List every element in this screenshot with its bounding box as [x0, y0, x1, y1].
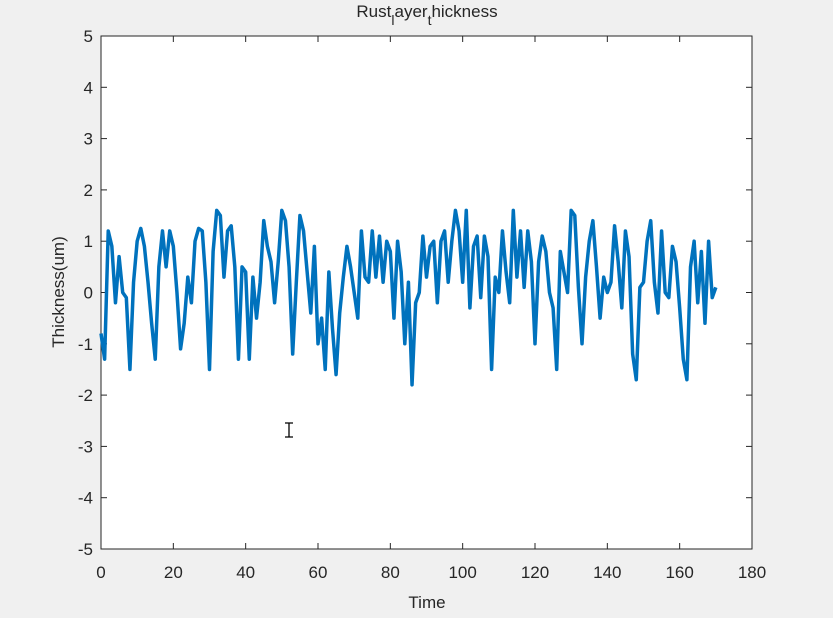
y-axis-label: Thickness(um) — [49, 236, 68, 347]
x-tick-label: 180 — [738, 563, 766, 582]
y-tick-label: -2 — [78, 386, 93, 405]
chart-title: Rustlayerthickness — [356, 2, 497, 28]
x-tick-label: 100 — [448, 563, 476, 582]
x-tick-label: 0 — [96, 563, 105, 582]
title-part: t — [428, 12, 432, 28]
y-tick-label: -4 — [78, 489, 93, 508]
y-tick-label: -1 — [78, 335, 93, 354]
data-line — [99, 208, 718, 387]
x-tick-label: 40 — [236, 563, 255, 582]
y-tick-label: 2 — [84, 181, 93, 200]
plot-area — [100, 35, 753, 550]
x-tick-label: 120 — [521, 563, 549, 582]
title-part: ayer — [394, 2, 427, 21]
x-tick-label: 160 — [665, 563, 693, 582]
x-tick-label: 140 — [593, 563, 621, 582]
y-tick-label: 0 — [84, 284, 93, 303]
title-part: l — [391, 12, 394, 28]
x-tick-label: 80 — [381, 563, 400, 582]
x-tick-label: 20 — [164, 563, 183, 582]
text-cursor — [285, 422, 293, 438]
y-tick-label: 4 — [84, 78, 93, 97]
y-tick-label: -5 — [78, 540, 93, 559]
y-tick-label: -3 — [78, 437, 93, 456]
x-tick-label: 60 — [309, 563, 328, 582]
title-part: Rust — [356, 2, 391, 21]
title-part: hickness — [431, 2, 497, 21]
y-tick-label: 5 — [84, 27, 93, 46]
x-axis-label: Time — [408, 593, 445, 612]
y-tick-label: 3 — [84, 130, 93, 149]
y-tick-label: 1 — [84, 232, 93, 251]
